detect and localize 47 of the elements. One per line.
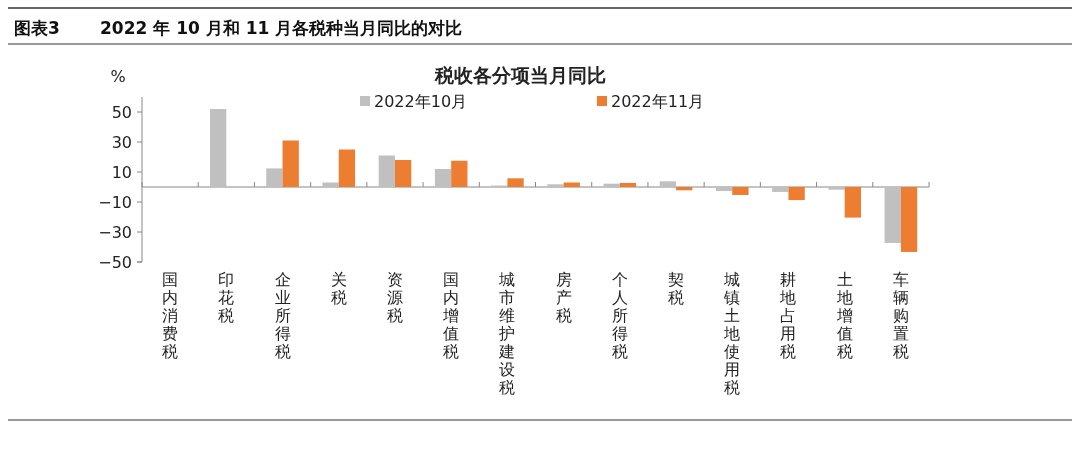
bar: [434, 169, 452, 187]
x-tick-label: 关税: [330, 270, 347, 307]
y-tick-label: −30: [98, 223, 132, 242]
bar: [900, 187, 918, 252]
x-tick-label: 土地增值税: [835, 270, 853, 361]
legend-label: 2022年11月: [611, 92, 705, 111]
x-tick-label: 城镇土地使用税: [723, 270, 741, 397]
bar: [732, 187, 749, 195]
y-tick-label: 50: [111, 103, 132, 122]
x-tick-label: 个人所得税: [611, 270, 628, 361]
bar: [828, 187, 845, 190]
x-tick-label: 契税: [668, 270, 685, 307]
x-tick-label: 车辆购置税: [892, 270, 909, 361]
x-tick-label: 国内增值税: [442, 270, 460, 361]
x-tick-label: 城市维护建设税: [498, 270, 516, 397]
bar: [266, 168, 283, 187]
bar: [394, 160, 412, 187]
y-tick-label: 30: [111, 133, 132, 152]
y-tick-label: −50: [98, 253, 132, 272]
bar: [282, 140, 299, 187]
bar: [210, 109, 227, 187]
bar: [547, 184, 564, 187]
y-axis-title: %: [110, 67, 126, 86]
text: 图表3: [14, 18, 60, 38]
bar: [772, 187, 789, 192]
bar: [322, 182, 339, 187]
x-tick-label: 企业所得税: [274, 270, 291, 361]
x-tick-label: 印花税: [218, 270, 235, 325]
bar: [844, 187, 861, 218]
y-tick-label: 10: [111, 163, 132, 182]
x-tick-label: 国内消费税: [162, 270, 179, 361]
bar: [884, 187, 901, 243]
bar: [378, 155, 395, 187]
y-tick-label: −10: [98, 193, 132, 212]
bar: [788, 187, 805, 201]
x-tick-label: 耕地占用税: [779, 270, 797, 361]
bar: [659, 181, 677, 187]
bar: [451, 160, 468, 187]
text: 2022 年 10 月和 11 月各税种当月同比的对比: [100, 18, 463, 38]
bar: [619, 182, 637, 187]
legend-label: 2022年10月: [374, 92, 468, 111]
chart-title: 税收各分项当月同比: [433, 64, 606, 86]
bar: [507, 178, 524, 187]
x-tick-label: 房产税: [555, 270, 572, 325]
bar: [715, 187, 733, 192]
x-tick-label: 资源税: [386, 270, 403, 325]
bar: [338, 149, 356, 187]
